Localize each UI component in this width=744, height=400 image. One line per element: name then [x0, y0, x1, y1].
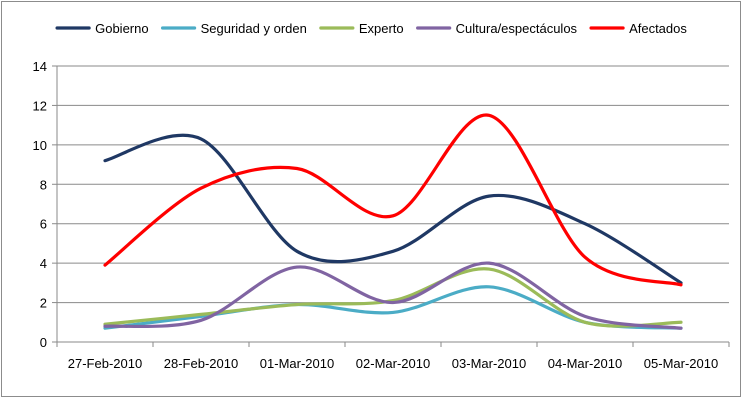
- series-line-gobierno: [103, 133, 683, 285]
- x-tick-label: 01-Mar-2010: [260, 356, 334, 371]
- y-tick-label: 0: [40, 335, 47, 350]
- x-tick-label: 03-Mar-2010: [452, 356, 526, 371]
- legend: Gobierno Seguridad y orden Experto Cultura/…: [55, 21, 687, 36]
- x-tick-label: 02-Mar-2010: [356, 356, 430, 371]
- legend-label: Cultura/espectáculos: [456, 21, 578, 36]
- y-tick-label: 14: [33, 59, 47, 74]
- y-tick-label: 2: [40, 296, 47, 311]
- series-line-cultura-espectaculos: [103, 261, 683, 330]
- series-line-afectados: [103, 113, 683, 287]
- gridlines: [57, 65, 729, 304]
- x-tick-label: 27-Feb-2010: [68, 356, 142, 371]
- axes: 0 2 4 6 8 10 12 14 27-Feb-2010 28-Feb-2010 01-Mar-…: [33, 59, 730, 371]
- series-lines: [103, 113, 683, 330]
- legend-label: Afectados: [629, 21, 687, 36]
- y-tick-label: 10: [33, 138, 47, 153]
- y-tick-label: 6: [40, 217, 47, 232]
- legend-label: Seguridad y orden: [201, 21, 307, 36]
- y-tick-label: 4: [40, 256, 47, 271]
- y-tick-label: 8: [40, 177, 47, 192]
- legend-label: Gobierno: [95, 21, 148, 36]
- y-tick-label: 12: [33, 98, 47, 113]
- x-tick-label: 28-Feb-2010: [164, 356, 238, 371]
- x-tick-label: 04-Mar-2010: [548, 356, 622, 371]
- x-tick-label: 05-Mar-2010: [644, 356, 718, 371]
- series-line-experto: [103, 267, 683, 328]
- legend-label: Experto: [359, 21, 404, 36]
